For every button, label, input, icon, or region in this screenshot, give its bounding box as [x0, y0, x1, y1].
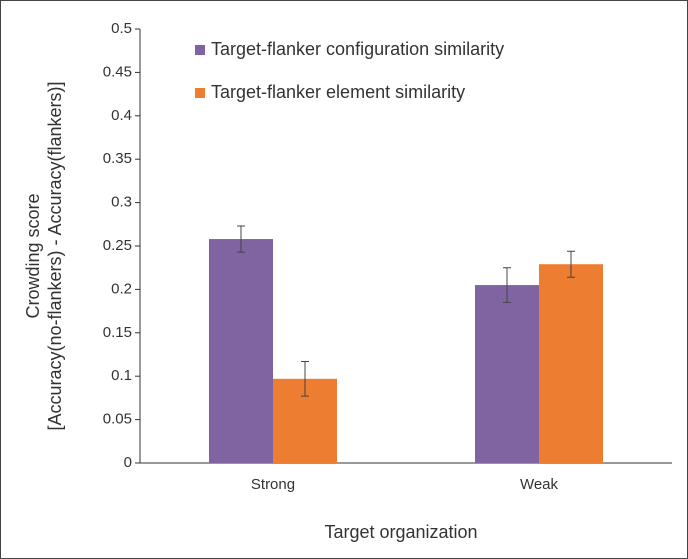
y-axis-label: Crowding score [23, 193, 43, 318]
y-tick-label: 0.25 [103, 237, 132, 254]
y-tick-label: 0.5 [111, 20, 132, 37]
x-tick-label: Strong [251, 476, 295, 493]
y-tick-label: 0.4 [111, 107, 132, 124]
x-tick-label: Weak [520, 476, 559, 493]
y-tick-label: 0.05 [103, 411, 132, 428]
legend-label: Target-flanker configuration similarity [211, 39, 504, 59]
error-bar [503, 267, 511, 303]
y-tick-label: 0.15 [103, 324, 132, 341]
y-tick-label: 0.3 [111, 194, 132, 211]
y-tick-label: 0.35 [103, 150, 132, 167]
y-tick-label: 0.1 [111, 367, 132, 384]
y-tick-label: 0.45 [103, 63, 132, 80]
error-bar [567, 250, 575, 278]
legend-swatch [195, 88, 205, 98]
y-tick-label: 0 [124, 454, 132, 471]
y-axis-label: [Accuracy(no-flankers) - Accuracy(flanke… [45, 81, 65, 430]
bar [539, 264, 603, 463]
error-bar [237, 225, 245, 253]
error-bar [301, 360, 309, 397]
x-axis-label: Target organization [324, 522, 477, 542]
bar [209, 239, 273, 463]
bar [475, 285, 539, 463]
legend-label: Target-flanker element similarity [211, 82, 465, 102]
y-tick-label: 0.2 [111, 280, 132, 297]
legend-swatch [195, 45, 205, 55]
